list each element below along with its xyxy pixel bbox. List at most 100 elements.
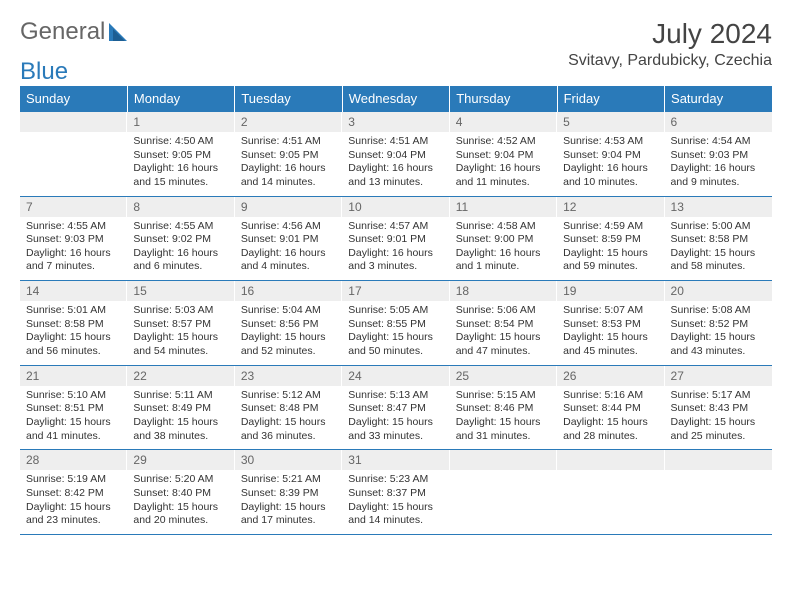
weekday-header: Friday bbox=[557, 86, 664, 112]
calendar-cell: 3Sunrise: 4:51 AMSunset: 9:04 PMDaylight… bbox=[342, 112, 449, 197]
day-content: Sunrise: 5:00 AMSunset: 8:58 PMDaylight:… bbox=[665, 217, 772, 281]
day-number: 15 bbox=[127, 281, 234, 301]
calendar-cell: 29Sunrise: 5:20 AMSunset: 8:40 PMDayligh… bbox=[127, 450, 234, 535]
daylight-line: Daylight: 15 hours and 36 minutes. bbox=[241, 416, 336, 443]
sunset-line: Sunset: 8:39 PM bbox=[241, 487, 336, 501]
daylight-line: Daylight: 15 hours and 17 minutes. bbox=[241, 501, 336, 528]
sunrise-line: Sunrise: 5:12 AM bbox=[241, 389, 336, 403]
day-content: Sunrise: 5:01 AMSunset: 8:58 PMDaylight:… bbox=[20, 301, 127, 365]
day-content-empty bbox=[450, 470, 557, 528]
day-content: Sunrise: 4:55 AMSunset: 9:02 PMDaylight:… bbox=[127, 217, 234, 281]
daylight-line: Daylight: 15 hours and 47 minutes. bbox=[456, 331, 551, 358]
calendar-body: 1Sunrise: 4:50 AMSunset: 9:05 PMDaylight… bbox=[20, 112, 772, 535]
day-number: 17 bbox=[342, 281, 449, 301]
day-content: Sunrise: 4:55 AMSunset: 9:03 PMDaylight:… bbox=[20, 217, 127, 281]
sunrise-line: Sunrise: 4:51 AM bbox=[348, 135, 443, 149]
day-number: 28 bbox=[20, 450, 127, 470]
sunset-line: Sunset: 9:04 PM bbox=[563, 149, 658, 163]
calendar-row: 1Sunrise: 4:50 AMSunset: 9:05 PMDaylight… bbox=[20, 112, 772, 197]
sunrise-line: Sunrise: 4:53 AM bbox=[563, 135, 658, 149]
day-content: Sunrise: 4:53 AMSunset: 9:04 PMDaylight:… bbox=[557, 132, 664, 196]
daylight-line: Daylight: 16 hours and 1 minute. bbox=[456, 247, 551, 274]
sunset-line: Sunset: 9:04 PM bbox=[348, 149, 443, 163]
calendar-cell: 30Sunrise: 5:21 AMSunset: 8:39 PMDayligh… bbox=[235, 450, 342, 535]
sunset-line: Sunset: 8:42 PM bbox=[26, 487, 121, 501]
sunrise-line: Sunrise: 5:17 AM bbox=[671, 389, 766, 403]
sunset-line: Sunset: 8:52 PM bbox=[671, 318, 766, 332]
sunset-line: Sunset: 8:54 PM bbox=[456, 318, 551, 332]
sunset-line: Sunset: 8:57 PM bbox=[133, 318, 228, 332]
day-content: Sunrise: 5:15 AMSunset: 8:46 PMDaylight:… bbox=[450, 386, 557, 450]
sunrise-line: Sunrise: 4:55 AM bbox=[26, 220, 121, 234]
daylight-line: Daylight: 15 hours and 41 minutes. bbox=[26, 416, 121, 443]
day-content: Sunrise: 5:10 AMSunset: 8:51 PMDaylight:… bbox=[20, 386, 127, 450]
sunset-line: Sunset: 8:58 PM bbox=[26, 318, 121, 332]
sunrise-line: Sunrise: 5:21 AM bbox=[241, 473, 336, 487]
logo-text-general: General bbox=[20, 18, 105, 46]
weekday-header: Sunday bbox=[20, 86, 127, 112]
day-number: 29 bbox=[127, 450, 234, 470]
day-content: Sunrise: 4:51 AMSunset: 9:04 PMDaylight:… bbox=[342, 132, 449, 196]
sunrise-line: Sunrise: 5:01 AM bbox=[26, 304, 121, 318]
day-content: Sunrise: 4:50 AMSunset: 9:05 PMDaylight:… bbox=[127, 132, 234, 196]
daylight-line: Daylight: 16 hours and 10 minutes. bbox=[563, 162, 658, 189]
calendar-cell bbox=[557, 450, 664, 535]
calendar-row: 21Sunrise: 5:10 AMSunset: 8:51 PMDayligh… bbox=[20, 365, 772, 450]
day-content-empty bbox=[557, 470, 664, 528]
day-content: Sunrise: 4:56 AMSunset: 9:01 PMDaylight:… bbox=[235, 217, 342, 281]
daylight-line: Daylight: 16 hours and 4 minutes. bbox=[241, 247, 336, 274]
day-number: 25 bbox=[450, 366, 557, 386]
daylight-line: Daylight: 16 hours and 9 minutes. bbox=[671, 162, 766, 189]
sunrise-line: Sunrise: 5:10 AM bbox=[26, 389, 121, 403]
calendar-cell: 13Sunrise: 5:00 AMSunset: 8:58 PMDayligh… bbox=[665, 196, 772, 281]
calendar-cell: 16Sunrise: 5:04 AMSunset: 8:56 PMDayligh… bbox=[235, 281, 342, 366]
day-content: Sunrise: 5:03 AMSunset: 8:57 PMDaylight:… bbox=[127, 301, 234, 365]
sunrise-line: Sunrise: 5:23 AM bbox=[348, 473, 443, 487]
calendar-cell: 23Sunrise: 5:12 AMSunset: 8:48 PMDayligh… bbox=[235, 365, 342, 450]
sunrise-line: Sunrise: 5:08 AM bbox=[671, 304, 766, 318]
day-content: Sunrise: 5:12 AMSunset: 8:48 PMDaylight:… bbox=[235, 386, 342, 450]
day-number: 7 bbox=[20, 197, 127, 217]
day-number: 8 bbox=[127, 197, 234, 217]
day-number: 10 bbox=[342, 197, 449, 217]
day-number: 18 bbox=[450, 281, 557, 301]
sunset-line: Sunset: 8:55 PM bbox=[348, 318, 443, 332]
day-number: 20 bbox=[665, 281, 772, 301]
sunset-line: Sunset: 8:44 PM bbox=[563, 402, 658, 416]
weekday-header: Thursday bbox=[450, 86, 557, 112]
sunrise-line: Sunrise: 4:58 AM bbox=[456, 220, 551, 234]
day-content: Sunrise: 5:19 AMSunset: 8:42 PMDaylight:… bbox=[20, 470, 127, 534]
day-number: 19 bbox=[557, 281, 664, 301]
day-content: Sunrise: 5:04 AMSunset: 8:56 PMDaylight:… bbox=[235, 301, 342, 365]
sunset-line: Sunset: 8:48 PM bbox=[241, 402, 336, 416]
day-number: 23 bbox=[235, 366, 342, 386]
daylight-line: Daylight: 15 hours and 45 minutes. bbox=[563, 331, 658, 358]
daylight-line: Daylight: 15 hours and 54 minutes. bbox=[133, 331, 228, 358]
sunrise-line: Sunrise: 4:51 AM bbox=[241, 135, 336, 149]
day-number: 26 bbox=[557, 366, 664, 386]
sunrise-line: Sunrise: 4:56 AM bbox=[241, 220, 336, 234]
calendar-cell: 7Sunrise: 4:55 AMSunset: 9:03 PMDaylight… bbox=[20, 196, 127, 281]
day-number-empty bbox=[450, 450, 557, 470]
day-content: Sunrise: 5:06 AMSunset: 8:54 PMDaylight:… bbox=[450, 301, 557, 365]
weekday-header: Monday bbox=[127, 86, 234, 112]
sunset-line: Sunset: 9:00 PM bbox=[456, 233, 551, 247]
month-title: July 2024 bbox=[568, 18, 772, 50]
daylight-line: Daylight: 15 hours and 31 minutes. bbox=[456, 416, 551, 443]
day-number: 24 bbox=[342, 366, 449, 386]
sunrise-line: Sunrise: 5:03 AM bbox=[133, 304, 228, 318]
sunset-line: Sunset: 9:03 PM bbox=[26, 233, 121, 247]
sunset-line: Sunset: 8:59 PM bbox=[563, 233, 658, 247]
day-number-empty bbox=[557, 450, 664, 470]
weekday-header: Tuesday bbox=[235, 86, 342, 112]
daylight-line: Daylight: 16 hours and 3 minutes. bbox=[348, 247, 443, 274]
sunrise-line: Sunrise: 4:50 AM bbox=[133, 135, 228, 149]
calendar-cell: 31Sunrise: 5:23 AMSunset: 8:37 PMDayligh… bbox=[342, 450, 449, 535]
day-content: Sunrise: 5:13 AMSunset: 8:47 PMDaylight:… bbox=[342, 386, 449, 450]
daylight-line: Daylight: 15 hours and 52 minutes. bbox=[241, 331, 336, 358]
day-number: 6 bbox=[665, 112, 772, 132]
day-number: 22 bbox=[127, 366, 234, 386]
sunset-line: Sunset: 9:05 PM bbox=[241, 149, 336, 163]
sunrise-line: Sunrise: 4:55 AM bbox=[133, 220, 228, 234]
day-content: Sunrise: 5:11 AMSunset: 8:49 PMDaylight:… bbox=[127, 386, 234, 450]
